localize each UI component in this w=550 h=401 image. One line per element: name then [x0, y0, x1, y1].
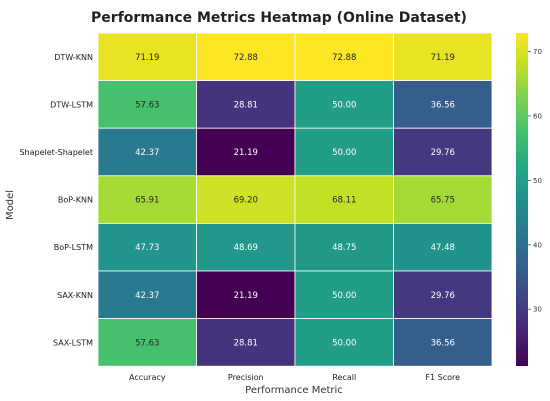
cell-value-label: 50.00 — [332, 100, 356, 110]
heatmap-cell — [97, 222, 197, 272]
row-tick-label: SAX-LSTM — [53, 338, 93, 347]
colorbar-tick-label: 50 — [533, 177, 542, 185]
heatmap-cell — [196, 32, 296, 81]
chart-title: Performance Metrics Heatmap (Online Data… — [91, 10, 467, 26]
heatmap-cell — [393, 270, 493, 319]
cell-value-label: 21.19 — [234, 148, 258, 158]
heatmap-cell — [393, 32, 493, 81]
colorbar — [516, 33, 528, 366]
heatmap-cell — [97, 318, 197, 367]
column-tick-label: Accuracy — [129, 373, 166, 382]
heatmap-cell — [196, 80, 296, 129]
cell-value-label: 29.76 — [431, 291, 455, 301]
cell-value-label: 68.11 — [332, 196, 356, 206]
column-tick-label: Recall — [332, 373, 356, 382]
cell-value-label: 50.00 — [332, 338, 356, 348]
column-tick-labels: Accuracy Precision Recall F1 Score — [129, 373, 460, 382]
heatmap-cell — [393, 127, 493, 177]
column-tick-label: F1 Score — [425, 373, 460, 382]
heatmap-cell — [196, 127, 296, 177]
colorbar-tick-label: 60 — [533, 112, 542, 120]
column-tick-label: Precision — [228, 373, 264, 382]
row-tick-label: SAX-KNN — [57, 291, 93, 300]
heatmap-cell — [294, 270, 394, 319]
heatmap-cell — [294, 32, 394, 81]
cell-value-label: 57.63 — [135, 338, 159, 348]
cell-value-label: 42.37 — [135, 291, 159, 301]
heatmap-cell — [393, 318, 493, 367]
row-tick-label: BoP-LSTM — [54, 243, 93, 252]
cell-value-label: 48.75 — [332, 243, 356, 253]
cell-value-label: 50.00 — [332, 291, 356, 301]
heatmap-cells — [97, 32, 493, 367]
cell-value-label: 29.76 — [431, 148, 455, 158]
cell-value-label: 21.19 — [234, 291, 258, 301]
cell-value-label: 72.88 — [332, 53, 356, 63]
cell-value-label: 69.20 — [234, 196, 258, 206]
cell-value-label: 65.75 — [431, 196, 455, 206]
row-tick-label: BoP-KNN — [58, 196, 93, 205]
heatmap-cell-labels: 71.19 72.88 72.88 71.19 57.63 28.81 50.00 36.56… — [135, 53, 455, 349]
heatmap-cell — [196, 175, 296, 224]
heatmap-cell — [393, 222, 493, 272]
heatmap-cell — [196, 270, 296, 319]
cell-value-label: 48.69 — [234, 243, 258, 253]
cell-value-label: 47.73 — [135, 243, 159, 253]
x-axis-label: Performance Metric — [245, 385, 343, 396]
cell-value-label: 72.88 — [234, 53, 258, 63]
row-tick-labels: DTW-KNN DTW-LSTM Shapelet-Shapelet BoP-KNN B… — [19, 53, 93, 348]
cell-value-label: 50.00 — [332, 148, 356, 158]
heatmap-cell — [196, 222, 296, 272]
heatmap-cell — [97, 175, 197, 224]
row-tick-label: DTW-KNN — [54, 53, 93, 62]
heatmap-cell — [393, 80, 493, 129]
heatmap-cell — [294, 222, 394, 272]
cell-value-label: 42.37 — [135, 148, 159, 158]
cell-value-label: 71.19 — [431, 53, 455, 63]
cell-value-label: 36.56 — [431, 338, 455, 348]
cell-value-label: 36.56 — [431, 100, 455, 110]
heatmap-cell — [97, 80, 197, 129]
cell-value-label: 65.91 — [135, 196, 159, 206]
colorbar-tick-label: 40 — [533, 241, 542, 249]
row-tick-label: Shapelet-Shapelet — [19, 148, 93, 157]
colorbar-tick-label: 70 — [533, 48, 542, 56]
cell-value-label: 28.81 — [234, 338, 258, 348]
colorbar-tick-label: 30 — [533, 306, 542, 314]
y-axis-label: Model — [5, 190, 16, 220]
heatmap-cell — [294, 318, 394, 367]
heatmap-cell — [97, 270, 197, 319]
row-tick-label: DTW-LSTM — [50, 100, 93, 109]
heatmap-cell — [393, 175, 493, 224]
cell-value-label: 57.63 — [135, 100, 159, 110]
colorbar-ticks: 30 40 50 60 70 — [528, 48, 542, 314]
cell-value-label: 71.19 — [135, 53, 159, 63]
cell-value-label: 28.81 — [234, 100, 258, 110]
cell-value-label: 47.48 — [431, 243, 455, 253]
heatmap-cell — [97, 32, 197, 81]
